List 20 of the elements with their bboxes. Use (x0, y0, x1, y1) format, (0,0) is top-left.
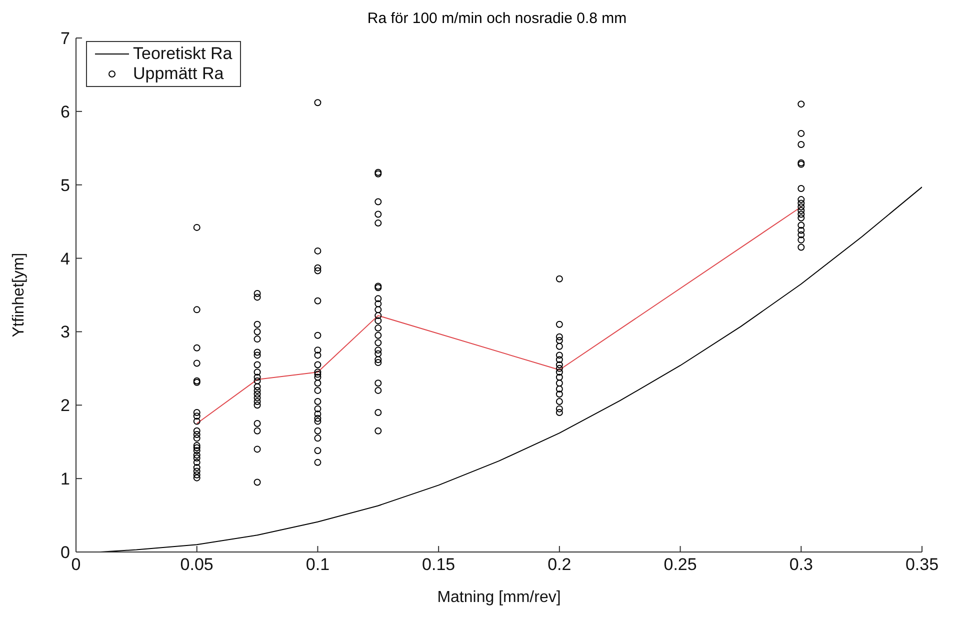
x-tick-label: 0.1 (306, 555, 330, 574)
y-tick-label: 4 (60, 249, 70, 268)
x-tick-label: 0.25 (664, 555, 697, 574)
x-axis-title: Matning [mm/rev] (437, 589, 561, 606)
legend-label: Teoretiskt Ra (133, 44, 232, 64)
x-tick-label: 0.35 (905, 555, 939, 574)
y-tick-label: 6 (60, 102, 70, 122)
y-tick-label: 5 (60, 176, 70, 195)
x-tick-label: 0.15 (422, 555, 456, 574)
y-tick-label: 0 (60, 543, 70, 562)
legend-label: Uppmätt Ra (133, 64, 224, 84)
x-tick-label: 0.2 (548, 555, 572, 574)
y-tick-label: 7 (60, 29, 70, 48)
x-tick-label: 0.05 (180, 555, 214, 574)
y-tick-label: 3 (60, 322, 70, 342)
y-axis-title: Ytfinhet[ym] (10, 252, 28, 338)
y-tick-label: 1 (60, 470, 70, 489)
chart-title: Ra för 100 m/min och nosradie 0.8 mm (366, 10, 628, 27)
x-tick-label: 0.3 (789, 555, 813, 574)
y-tick-label: 2 (60, 396, 70, 416)
